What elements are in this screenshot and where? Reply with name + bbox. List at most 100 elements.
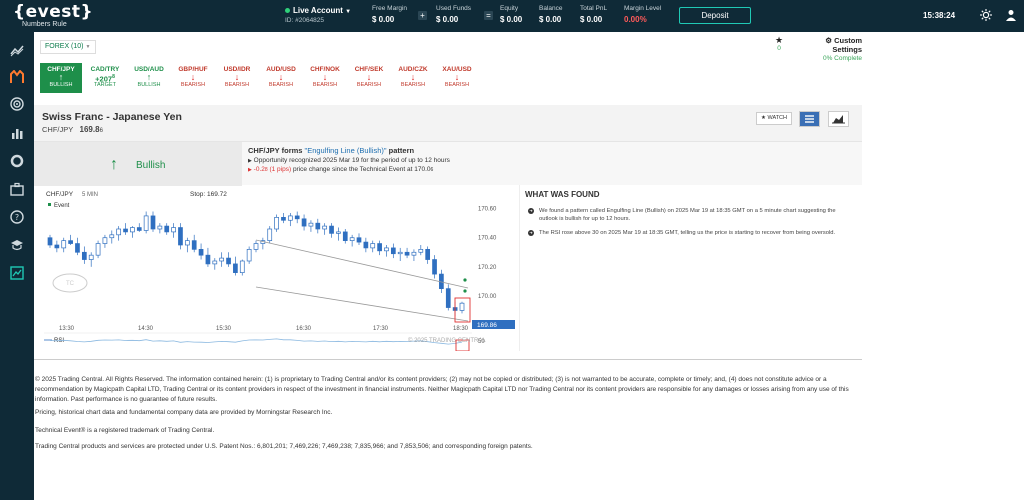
- bar-chart-icon[interactable]: [9, 125, 25, 141]
- candle: [157, 225, 163, 230]
- current-price-tag: [472, 320, 515, 329]
- tab-usd-aud[interactable]: USD/AUD ↑ BULLISH: [128, 63, 170, 93]
- star-icon: ★: [774, 35, 784, 45]
- candle: [253, 243, 259, 250]
- candle: [287, 215, 293, 221]
- list-icon: [805, 115, 814, 123]
- candle: [81, 251, 87, 260]
- candle: [308, 222, 314, 227]
- event-legend: Event: [54, 203, 70, 209]
- tab-cad-try[interactable]: CAD/TRY +2078 TARGET: [90, 66, 120, 88]
- candle: [171, 227, 176, 233]
- tab-chf-nok[interactable]: CHF/NOK ↓ BEARISH: [304, 63, 346, 93]
- candle: [349, 237, 355, 241]
- user-profile-icon[interactable]: [1005, 9, 1017, 21]
- candle: [445, 288, 451, 308]
- candle: [377, 243, 382, 252]
- area-chart-icon: [832, 115, 845, 124]
- rsi-level-label: 50: [478, 339, 485, 345]
- tc-watermark-text: TC: [66, 281, 75, 287]
- candle: [233, 263, 238, 273]
- stat-margin-level: Margin Level 0.00%: [624, 5, 662, 24]
- price-chart[interactable]: CHF/JPY 5 MIN Stop: 169.72 Event TC 170.…: [34, 185, 519, 352]
- top-bar: {evest} Numbers Rule Live Account ▼ ID: …: [0, 0, 1024, 32]
- help-icon[interactable]: ?: [9, 209, 25, 225]
- tc-watermark: [52, 273, 88, 293]
- candle: [184, 240, 190, 246]
- tab-chf-sek[interactable]: CHF/SEK ↓ BEARISH: [348, 63, 390, 93]
- market-filter-dropdown[interactable]: FOREX (10) ▼: [40, 40, 96, 54]
- arrow-down-icon: ↓: [190, 72, 196, 82]
- briefcase-icon[interactable]: [9, 181, 25, 197]
- plus-icon: +: [418, 11, 427, 20]
- svg-text:?: ?: [15, 213, 19, 222]
- graduation-cap-icon[interactable]: [9, 237, 25, 253]
- favorites-counter[interactable]: ★ 0: [774, 35, 784, 53]
- custom-settings-link[interactable]: ⚙ Custom Settings 0% Complete: [794, 36, 862, 62]
- account-selector[interactable]: Live Account ▼ ID: #2064825: [285, 6, 351, 24]
- x-tick: 14:30: [138, 326, 154, 332]
- star-icon: ★: [760, 115, 766, 121]
- candlestick-chart: CHF/JPY 5 MIN Stop: 169.72 Event TC 170.…: [44, 191, 515, 352]
- brand-m-icon[interactable]: [9, 69, 25, 85]
- donut-chart-icon[interactable]: [9, 153, 25, 169]
- candle: [102, 237, 108, 244]
- found-item: ➜ We found a pattern called Engulfing Lin…: [528, 208, 836, 222]
- triangle-right-icon: ▶: [248, 158, 252, 164]
- tab-chf-jpy[interactable]: CHF/JPY ↑ BULLISH: [40, 63, 82, 93]
- theme-sun-icon[interactable]: [980, 9, 992, 21]
- tab-xau-usd[interactable]: XAU/USD ↓ BEARISH: [436, 63, 478, 93]
- live-dot-icon: [285, 8, 290, 13]
- stat-free-margin: Free Margin $ 0.00: [372, 5, 408, 24]
- tab-gbp-huf[interactable]: GBP/HUF ↓ BEARISH: [172, 63, 214, 93]
- found-title: WHAT WAS FOUND: [525, 190, 600, 199]
- chart-stop: Stop: 169.72: [190, 191, 227, 198]
- deposit-button[interactable]: Deposit: [679, 7, 751, 24]
- stat-equity: Equity $ 0.00: [500, 5, 523, 24]
- watch-button[interactable]: ★ WATCH: [756, 112, 792, 125]
- stat-balance: Balance $ 0.00: [539, 5, 563, 24]
- candle: [370, 243, 376, 249]
- analysis-report-icon[interactable]: [9, 265, 25, 281]
- chart-copyright: © 2025 TRADING CENTRAL: [408, 338, 486, 344]
- chart-view-button[interactable]: [828, 111, 849, 127]
- favorites-count: 0: [777, 45, 781, 52]
- main-content: FOREX (10) ▼ ★ 0 ⚙ Custom Settings 0% Co…: [34, 32, 1024, 500]
- brand-tagline: Numbers Rule: [22, 21, 67, 28]
- candle: [143, 215, 149, 231]
- chevron-down-icon: ▼: [345, 9, 352, 15]
- candle: [136, 227, 142, 231]
- list-view-button[interactable]: [799, 111, 820, 127]
- candle: [459, 302, 465, 311]
- arrow-down-icon: ↓: [322, 72, 328, 82]
- candle: [219, 257, 225, 262]
- candle: [411, 251, 417, 256]
- instrument-price: 169.8: [79, 125, 100, 134]
- target-icon[interactable]: [9, 96, 25, 112]
- tab-usd-idr[interactable]: USD/IDR ↓ BEARISH: [216, 63, 258, 93]
- chart-xaxis: 13:30 14:30 15:30 16:30 17:30 18:30 © 20…: [34, 326, 519, 366]
- candle: [267, 228, 273, 241]
- candle: [336, 231, 341, 234]
- stat-used-funds: Used Funds $ 0.00: [436, 5, 472, 24]
- candle: [397, 251, 403, 255]
- signal-line-2: ▶ -0.28 (1 pips) price change since the …: [248, 166, 434, 173]
- pattern-link[interactable]: "Engulfing Line (Bullish)": [304, 146, 387, 155]
- instrument-price-last-digit: 6: [99, 128, 103, 134]
- chevron-down-icon: ▼: [85, 44, 91, 50]
- what-was-found-panel: WHAT WAS FOUND ➜ We found a pattern calle…: [519, 185, 862, 351]
- custom-settings-title: Custom Settings: [832, 36, 862, 54]
- trend-chart-icon[interactable]: [9, 42, 25, 58]
- custom-settings-progress: 0% Complete: [822, 55, 862, 62]
- triangle-right-icon: ▶: [248, 167, 252, 173]
- stat-total-pnl: Total PnL $ 0.00: [580, 5, 608, 24]
- candle: [205, 254, 211, 265]
- brand-logo[interactable]: {evest}: [13, 2, 94, 22]
- tab-aud-czk[interactable]: AUD/CZK ↓ BEARISH: [392, 63, 434, 93]
- x-tick: 15:30: [216, 326, 232, 332]
- tab-aud-usd[interactable]: AUD/USD ↓ BEARISH: [260, 63, 302, 93]
- y-tick: 170.00: [478, 294, 497, 300]
- y-tick: 170.40: [478, 236, 497, 242]
- candle: [68, 240, 73, 244]
- candle: [75, 243, 80, 253]
